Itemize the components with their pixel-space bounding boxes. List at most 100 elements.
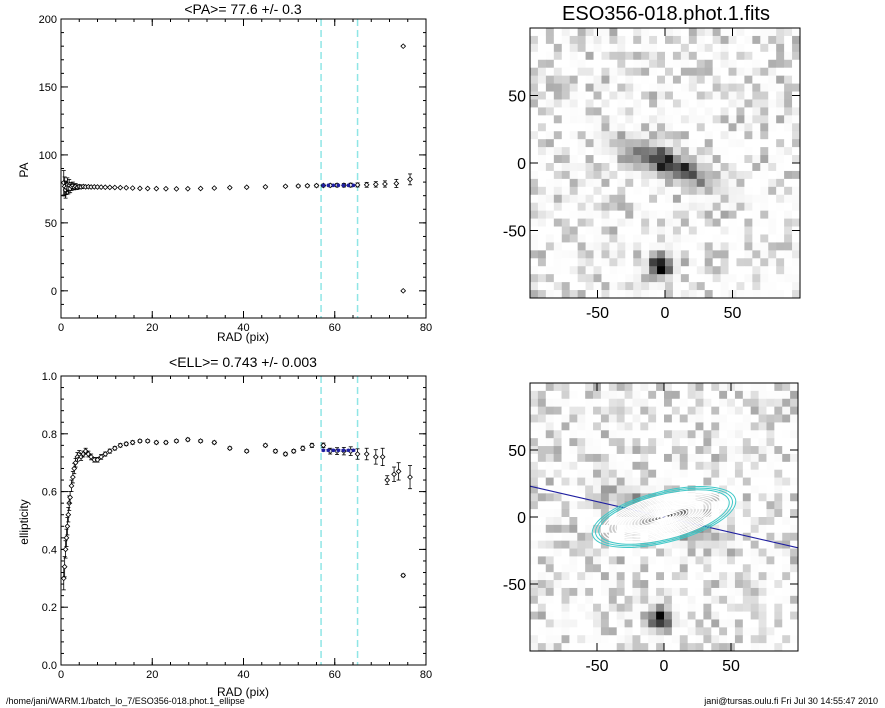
image-pixel bbox=[711, 446, 720, 455]
image-pixel bbox=[680, 51, 690, 61]
image-pixel bbox=[750, 643, 759, 652]
image-pixel bbox=[760, 155, 769, 164]
image-pixel bbox=[649, 59, 658, 69]
image-pixel bbox=[695, 627, 704, 636]
image-pixel bbox=[768, 51, 777, 61]
image-pixel bbox=[633, 75, 642, 84]
image-pixel bbox=[640, 398, 649, 408]
isophote-ellipse bbox=[656, 513, 672, 521]
p1-diamond-marker bbox=[153, 185, 160, 192]
image-pixel bbox=[609, 147, 618, 156]
image-pixel bbox=[530, 67, 539, 77]
p2-data-point bbox=[400, 572, 407, 579]
image-pixel bbox=[672, 139, 682, 148]
p2-fit-point bbox=[321, 448, 326, 453]
image-pixel bbox=[776, 210, 785, 219]
image-pixel bbox=[687, 422, 696, 431]
image-pixel bbox=[671, 383, 681, 392]
image-pixel bbox=[758, 572, 767, 581]
image-pixel bbox=[790, 501, 799, 510]
image-pixel bbox=[776, 266, 785, 275]
image-pixel bbox=[680, 234, 690, 243]
image-pixel bbox=[760, 226, 769, 235]
image-pixel bbox=[760, 250, 769, 259]
isophote-ellipse bbox=[630, 503, 698, 531]
image-pixel bbox=[719, 635, 728, 644]
image-pixel bbox=[624, 548, 633, 557]
p1-data-point bbox=[304, 182, 311, 189]
image-pixel bbox=[727, 406, 736, 415]
image-pixel bbox=[750, 390, 759, 400]
image-pixel bbox=[632, 556, 641, 565]
p2-diamond-marker bbox=[111, 445, 118, 452]
image-pixel bbox=[648, 422, 657, 431]
image-pixel bbox=[561, 643, 570, 652]
image-pixel bbox=[665, 139, 674, 148]
image-pixel bbox=[734, 627, 744, 636]
image-pixel bbox=[656, 422, 665, 431]
image-pixel bbox=[760, 35, 769, 45]
image-pixel bbox=[734, 477, 744, 486]
image-pixel bbox=[656, 643, 665, 652]
p2-diamond-marker bbox=[173, 438, 180, 444]
image-pixel bbox=[688, 43, 698, 53]
image-pixel bbox=[774, 556, 783, 565]
image-pixel bbox=[671, 619, 681, 628]
image-pixel bbox=[744, 147, 753, 156]
image-pixel bbox=[696, 266, 706, 275]
image-pixel bbox=[609, 35, 618, 45]
p2-diamond-marker bbox=[80, 451, 87, 457]
image-pixel bbox=[664, 446, 673, 455]
image-pixel bbox=[760, 218, 769, 227]
image-pixel bbox=[672, 51, 682, 61]
image-pixel bbox=[585, 603, 594, 612]
image-pixel bbox=[545, 115, 555, 124]
image-pixel bbox=[593, 453, 602, 463]
image-pixel bbox=[776, 123, 785, 132]
image-pixel bbox=[656, 477, 665, 486]
image-pixel bbox=[600, 469, 610, 478]
image-pixel bbox=[553, 274, 563, 283]
image-pixel bbox=[696, 131, 706, 140]
p2-diamond-marker bbox=[184, 436, 191, 443]
image-pixel bbox=[680, 75, 690, 84]
image-pixel bbox=[641, 202, 650, 212]
image-pixel bbox=[750, 635, 759, 644]
image-pixel bbox=[760, 131, 769, 140]
image-pixel bbox=[766, 587, 775, 597]
image-pixel bbox=[784, 202, 793, 212]
image-pixel bbox=[766, 517, 775, 526]
image-pixel bbox=[569, 619, 578, 628]
image-pixel bbox=[758, 627, 767, 636]
image-pixel bbox=[671, 540, 681, 549]
image-pixel bbox=[664, 383, 673, 392]
image-pixel bbox=[742, 422, 752, 431]
image-pixel bbox=[641, 266, 650, 275]
image-pixel bbox=[736, 91, 745, 100]
image-pixel bbox=[776, 147, 785, 156]
p1-fit-marker bbox=[331, 183, 336, 188]
image-pixel bbox=[750, 517, 759, 526]
image-pixel bbox=[776, 163, 785, 172]
image-pixel bbox=[561, 155, 571, 164]
image-pixel bbox=[601, 282, 610, 291]
image-pixel bbox=[530, 35, 539, 45]
p1-diamond-marker bbox=[400, 43, 407, 50]
image-pixel bbox=[768, 258, 777, 267]
image-pixel bbox=[593, 501, 602, 510]
image-pixel bbox=[641, 35, 650, 45]
image-pixel bbox=[561, 587, 570, 597]
image-pixel bbox=[664, 461, 673, 471]
image-pixel bbox=[616, 619, 625, 628]
image-pixel bbox=[687, 643, 696, 652]
p2-y-tick-label: 0.0 bbox=[42, 660, 57, 672]
p2-diamond-marker bbox=[67, 494, 73, 501]
image-pixel bbox=[649, 258, 658, 267]
image-pixel bbox=[617, 226, 626, 235]
image-pixel bbox=[734, 611, 744, 620]
image-pixel bbox=[720, 99, 729, 108]
image-pixel bbox=[742, 564, 752, 573]
image-pixel bbox=[664, 635, 673, 644]
image-pixel bbox=[664, 619, 673, 628]
image-pixel bbox=[758, 422, 767, 431]
